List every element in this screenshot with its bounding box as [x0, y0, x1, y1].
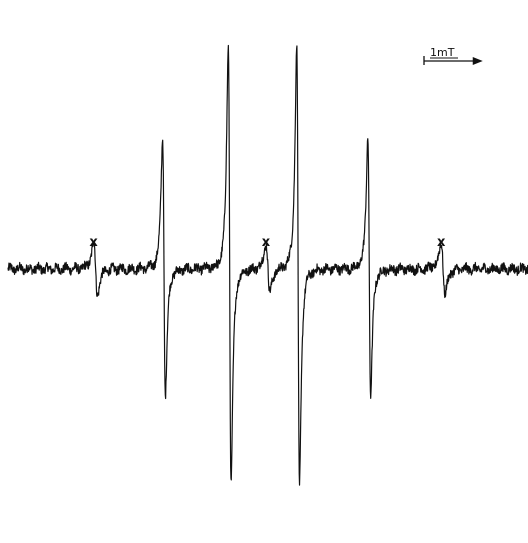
- scale-bar: 1mT: [423, 46, 483, 65]
- impurity-marker-2: x: [262, 235, 271, 250]
- scale-bar-label: 1mT: [430, 46, 455, 59]
- impurity-marker-1: x: [89, 235, 98, 250]
- spectrum-trace-group: [7, 44, 528, 486]
- impurity-marker-3: x: [437, 235, 446, 250]
- spectrum-trace-line: [7, 44, 528, 486]
- scale-bar-arrowhead: [472, 57, 483, 65]
